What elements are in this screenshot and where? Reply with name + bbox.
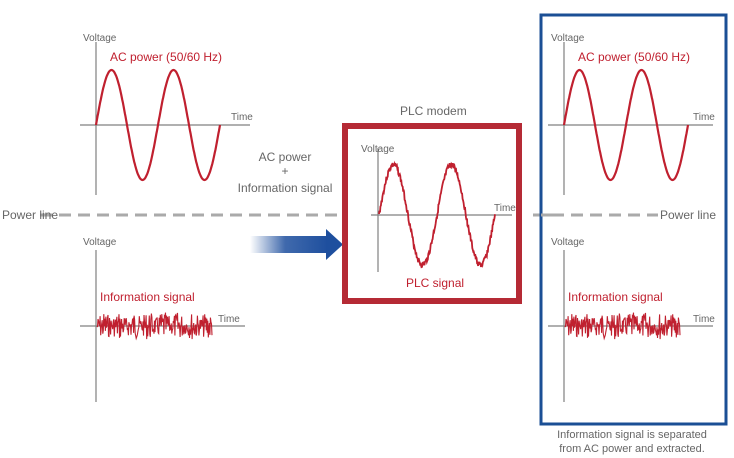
ac-sine-wave: [94, 68, 222, 182]
ac-power-title: AC power (50/60 Hz): [578, 50, 690, 64]
left-ac-power-plot: Voltage Time AC power (50/60 Hz): [80, 33, 253, 195]
combine-plus: +: [281, 164, 288, 178]
combine-label: AC power + Information signal: [238, 150, 333, 195]
ac-sine-wave: [562, 68, 690, 182]
right-information-signal-plot: Voltage Time Information signal: [548, 237, 715, 402]
information-noise-wave: [564, 312, 681, 341]
combine-information-signal: Information signal: [238, 181, 333, 195]
plc-signal-wave: [378, 160, 496, 269]
caption: Information signal is separated from AC …: [557, 429, 707, 455]
power-line-label-right: Power line: [660, 208, 716, 222]
plc-signal-label: PLC signal: [406, 276, 464, 290]
caption-line-2: from AC power and extracted.: [559, 443, 705, 455]
power-line-label-left: Power line: [2, 208, 58, 222]
time-label: Time: [231, 112, 253, 123]
information-noise-wave: [96, 312, 213, 341]
time-label: Time: [218, 314, 240, 325]
plc-modem-box: [342, 123, 522, 304]
separation-box: [539, 13, 728, 426]
combine-ac-power: AC power: [259, 150, 312, 164]
time-label: Time: [494, 203, 516, 214]
plc-modem-label: PLC modem: [400, 104, 467, 118]
voltage-label: Voltage: [361, 144, 395, 155]
time-label: Time: [693, 112, 715, 123]
caption-line-1: Information signal is separated: [557, 429, 707, 441]
information-signal-title: Information signal: [100, 290, 195, 304]
voltage-label: Voltage: [83, 33, 117, 44]
ac-power-title: AC power (50/60 Hz): [110, 50, 222, 64]
arrow-right-icon: [250, 229, 343, 260]
plc-signal-plot: Voltage Time PLC signal: [361, 144, 516, 290]
voltage-label: Voltage: [83, 237, 117, 248]
right-ac-power-plot: Voltage Time AC power (50/60 Hz): [548, 33, 715, 195]
voltage-label: Voltage: [551, 33, 585, 44]
time-label: Time: [693, 314, 715, 325]
left-information-signal-plot: Voltage Time Information signal: [80, 237, 245, 402]
voltage-label: Voltage: [551, 237, 585, 248]
information-signal-title: Information signal: [568, 290, 663, 304]
